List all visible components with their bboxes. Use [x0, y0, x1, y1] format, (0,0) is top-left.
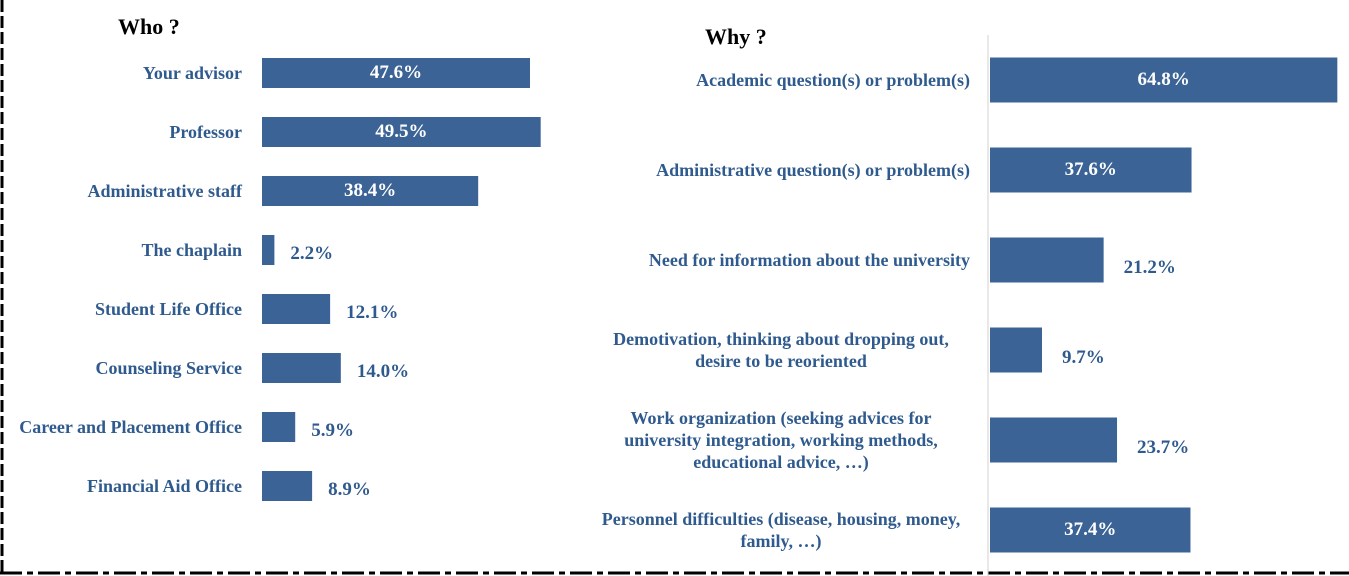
- category-label-text: Career and Placement Office: [19, 417, 242, 437]
- value-label: 5.9%: [311, 420, 354, 442]
- category-label: Administrative staff: [0, 151, 242, 231]
- value-label-text: 37.4%: [1064, 519, 1117, 540]
- bar: [262, 412, 296, 442]
- category-label-text: Need for information about the universit…: [648, 250, 970, 270]
- category-label: Demotivation, thinking about dropping ou…: [592, 310, 970, 390]
- value-label: 14.0%: [357, 361, 409, 383]
- category-label-text: Counseling Service: [95, 358, 243, 378]
- value-label: 23.7%: [1137, 437, 1189, 459]
- category-label: Your advisor: [0, 33, 242, 113]
- bar: [990, 327, 1042, 373]
- value-label: 37.6%: [1065, 159, 1117, 181]
- value-label-text: 37.6%: [1064, 159, 1117, 180]
- category-label: Student Life Office: [0, 269, 242, 349]
- value-label-text: 9.7%: [1061, 347, 1105, 368]
- category-label: The chaplain: [0, 210, 242, 290]
- bar: [262, 117, 541, 147]
- bar: [262, 58, 530, 88]
- bar: [262, 294, 331, 324]
- value-label: 64.8%: [1138, 69, 1190, 91]
- category-label: Professor: [0, 92, 242, 172]
- value-label: 37.4%: [1064, 519, 1116, 541]
- category-label: Work organization (seeking advices for u…: [592, 400, 970, 480]
- bar: [990, 417, 1118, 463]
- value-label-text: 49.5%: [375, 121, 428, 142]
- value-label-text: 12.1%: [346, 302, 399, 323]
- category-label-text: Professor: [169, 122, 242, 142]
- bar: [990, 507, 1191, 553]
- bar: [262, 176, 479, 206]
- category-label-text: Your advisor: [142, 63, 242, 83]
- value-label: 2.2%: [290, 243, 333, 265]
- category-label: Counseling Service: [0, 328, 243, 408]
- value-label-text: 23.7%: [1137, 437, 1190, 458]
- value-label: 12.1%: [346, 302, 398, 324]
- bar: [990, 57, 1338, 103]
- bar: [262, 353, 341, 383]
- value-label: 47.6%: [370, 62, 422, 84]
- value-label: 38.4%: [344, 180, 396, 202]
- value-label-text: 21.2%: [1123, 257, 1176, 278]
- chart-title-text: Who ?: [118, 14, 180, 39]
- bar: [990, 147, 1192, 193]
- bar: [262, 471, 313, 501]
- chart-title-text: Why ?: [705, 24, 767, 49]
- category-label-text: Student Life Office: [95, 299, 242, 319]
- category-label-text: The chaplain: [141, 240, 242, 260]
- category-label-text: Work organization (seeking advices for u…: [624, 408, 938, 472]
- value-label-text: 14.0%: [356, 361, 410, 382]
- value-label-text: 2.2%: [290, 243, 334, 264]
- value-label-text: 5.9%: [311, 420, 354, 441]
- bar: [990, 237, 1104, 283]
- category-label: Administrative question(s) or problem(s): [592, 130, 970, 210]
- value-label: 8.9%: [328, 479, 371, 501]
- category-label: Personnel difficulties (disease, housing…: [592, 490, 970, 570]
- category-label-text: Demotivation, thinking about dropping ou…: [613, 329, 949, 371]
- category-label-text: Academic question(s) or problem(s): [696, 70, 970, 90]
- value-label: 21.2%: [1124, 257, 1176, 279]
- value-label-text: 8.9%: [328, 479, 371, 500]
- value-label-text: 38.4%: [343, 180, 397, 201]
- category-label-text: Administrative staff: [87, 181, 242, 201]
- chart-title: Why ?: [705, 24, 767, 50]
- value-label-text: 64.8%: [1137, 69, 1190, 90]
- chart-title: Who ?: [118, 14, 180, 40]
- category-label-text: Personnel difficulties (disease, housing…: [601, 509, 961, 551]
- value-label: 49.5%: [375, 121, 427, 143]
- bar: [262, 235, 275, 265]
- category-label: Need for information about the universit…: [592, 220, 970, 300]
- category-label-text: Financial Aid Office: [87, 476, 242, 496]
- category-label: Career and Placement Office: [0, 387, 242, 467]
- category-label: Academic question(s) or problem(s): [592, 40, 970, 120]
- value-label-text: 47.6%: [369, 62, 423, 83]
- value-label: 9.7%: [1062, 347, 1105, 369]
- category-label: Financial Aid Office: [0, 446, 242, 526]
- category-label-text: Administrative question(s) or problem(s): [656, 160, 970, 180]
